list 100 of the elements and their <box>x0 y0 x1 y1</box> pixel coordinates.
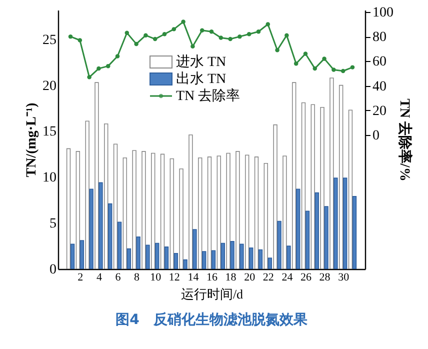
x-tick-label: 10 <box>150 272 162 284</box>
x-tick-label: 2 <box>78 272 84 284</box>
bar <box>80 240 84 269</box>
point <box>332 68 336 72</box>
bar <box>273 124 278 269</box>
point <box>190 44 195 49</box>
bar <box>70 244 75 269</box>
point <box>106 64 110 68</box>
x-axis-title: 运行时间/d <box>180 286 244 302</box>
y-tick-label: 20 <box>42 78 56 94</box>
bar <box>320 106 324 269</box>
point <box>124 30 130 35</box>
x-tick-label: 14 <box>188 272 200 284</box>
bar <box>151 152 156 269</box>
x-tick-label: 20 <box>244 272 256 284</box>
bar <box>220 242 225 269</box>
bar <box>334 178 338 269</box>
point <box>78 38 82 42</box>
bar <box>342 178 348 269</box>
point <box>256 30 261 34</box>
bar <box>230 241 234 269</box>
point <box>172 27 176 32</box>
bar <box>314 192 319 269</box>
bar <box>104 123 108 269</box>
bar <box>183 259 188 269</box>
bar <box>94 82 99 269</box>
y2-tick-label: 0 <box>372 128 380 144</box>
point <box>294 62 298 66</box>
bar <box>292 82 296 269</box>
bar <box>207 156 212 269</box>
bar <box>282 156 287 269</box>
point <box>350 65 355 70</box>
bar <box>202 251 206 269</box>
bar <box>108 203 112 269</box>
point <box>68 34 73 39</box>
bar <box>136 236 140 269</box>
point <box>322 56 326 61</box>
x-tick-label: 26 <box>300 272 312 284</box>
bar <box>164 246 169 269</box>
bar <box>98 182 103 269</box>
bar <box>132 150 136 269</box>
bar <box>301 102 306 269</box>
point <box>246 32 252 36</box>
bar <box>244 154 250 269</box>
bar <box>310 104 315 269</box>
bar <box>248 247 254 269</box>
point <box>266 22 270 26</box>
point <box>340 68 346 74</box>
point <box>303 52 308 56</box>
point <box>162 32 167 36</box>
bar <box>264 162 268 269</box>
x-tick-label: 16 <box>206 272 218 284</box>
text: 图4 反硝化生物滤池脱氮效果 <box>116 311 308 328</box>
point <box>228 36 232 42</box>
point <box>134 42 138 46</box>
bar <box>330 78 334 269</box>
y2-tick-label: 60 <box>372 54 386 70</box>
bar <box>348 110 353 269</box>
bar <box>216 156 221 269</box>
y2-tick-label: 20 <box>372 104 386 119</box>
bar <box>146 244 150 269</box>
bar <box>324 206 328 269</box>
bar <box>192 229 197 269</box>
y-tick-label: 25 <box>42 32 56 48</box>
point <box>218 36 224 40</box>
bar <box>188 134 193 269</box>
y2-tick-label: 100 <box>372 5 394 20</box>
point <box>87 75 92 80</box>
point <box>200 28 204 33</box>
y2-tick-label: 80 <box>372 30 386 46</box>
bar <box>76 151 80 269</box>
bar <box>160 154 165 269</box>
bar <box>236 151 240 269</box>
x-tick-label: 24 <box>282 272 294 284</box>
x-tick-label: 30 <box>338 272 350 284</box>
bar <box>226 152 230 269</box>
bar <box>211 250 216 269</box>
bar <box>113 144 118 269</box>
bar <box>286 246 291 269</box>
y2-tick-label: 40 <box>372 79 386 94</box>
y-tick-label: 5 <box>50 216 56 232</box>
y-axis-title: TN/(mg·L⁻¹) <box>24 102 40 178</box>
x-tick-label: 12 <box>168 272 180 284</box>
x-tick-label: 18 <box>225 272 237 284</box>
x-tick-label: 8 <box>134 272 140 284</box>
bar <box>126 248 132 269</box>
y-tick-label: 10 <box>42 170 56 186</box>
legend-label: TN 去除率 <box>176 88 240 104</box>
bar <box>89 188 94 269</box>
point <box>275 48 280 52</box>
point <box>152 36 158 42</box>
point <box>209 30 214 34</box>
point <box>115 54 120 58</box>
bar <box>66 148 71 269</box>
bar <box>179 168 184 269</box>
x-tick-label: 28 <box>319 272 331 284</box>
point <box>181 20 186 24</box>
bar <box>170 158 174 269</box>
bar <box>338 84 344 269</box>
point <box>96 66 101 71</box>
